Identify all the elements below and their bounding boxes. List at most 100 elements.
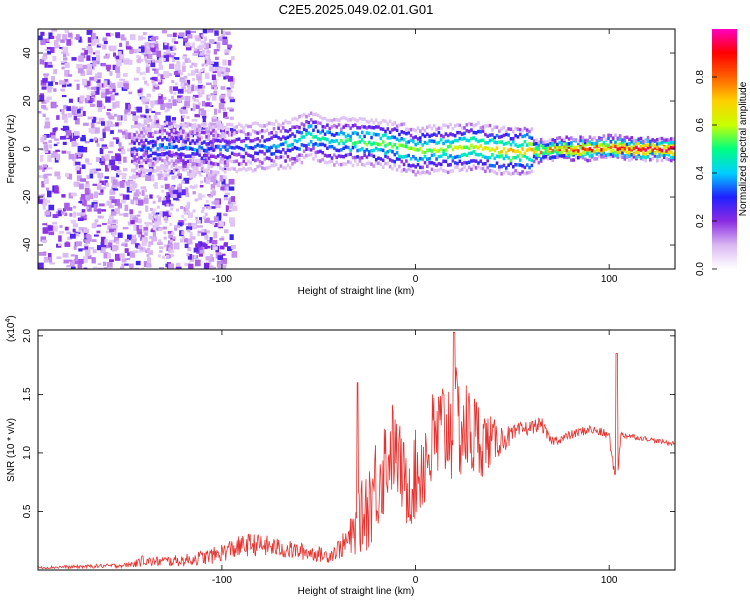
spectrogram-cell: [326, 154, 329, 158]
spectrogram-cell: [151, 132, 155, 137]
spectrogram-cell: [414, 128, 417, 133]
spectrogram-cell: [349, 118, 352, 122]
spectrogram-cell: [172, 86, 178, 91]
spectrogram-cell: [187, 163, 191, 167]
spectrogram-cell: [182, 106, 187, 110]
spectrogram-cell: [477, 146, 480, 150]
spectrogram-cell: [76, 83, 80, 90]
spectrogram-cell: [416, 126, 420, 130]
spectrogram-cell: [187, 247, 192, 252]
spectrogram-cell: [128, 59, 133, 65]
spectrogram-cell: [244, 151, 248, 156]
spectrogram-cell: [149, 125, 153, 129]
spectrogram-cell: [148, 165, 154, 172]
spectrogram-cell: [165, 165, 169, 169]
spectrogram-cell: [223, 76, 227, 80]
spectrogram-cell: [588, 150, 592, 154]
spectrogram-cell: [46, 39, 50, 42]
spectrogram-cell: [151, 59, 155, 63]
spectrogram-cell: [92, 249, 97, 254]
spectrogram-cell: [628, 141, 631, 146]
spectrogram-cell: [166, 191, 170, 197]
spectrogram-cell: [142, 175, 148, 178]
spectrogram-cell: [216, 260, 222, 268]
spectrogram-cell: [54, 185, 59, 191]
spectrogram-cell: [71, 106, 78, 110]
spectrogram-cell: [161, 177, 165, 181]
spectrogram-cell: [400, 155, 404, 159]
spectrogram-cell: [646, 143, 650, 147]
spectrogram-cell: [70, 138, 76, 142]
spectrogram-cell: [428, 148, 431, 152]
spectrogram-cell: [205, 177, 210, 185]
spectrogram-cell: [205, 134, 208, 139]
spectrogram-cell: [509, 158, 513, 163]
spectrogram-cell: [139, 72, 143, 76]
spectrogram-cell: [374, 161, 378, 165]
spectrogram-cell: [167, 255, 172, 259]
spectrogram-cell: [209, 206, 216, 209]
spectrogram-cell: [185, 205, 189, 209]
spectrogram-cell: [63, 259, 69, 264]
spectrogram-cell: [460, 167, 464, 172]
spectrogram-cell: [82, 64, 88, 69]
spectrogram-cell: [416, 170, 420, 174]
spectrogram-cell: [604, 137, 608, 142]
spectrogram-cell: [210, 165, 214, 169]
spectrogram-cell: [153, 215, 157, 219]
spectrogram-cell: [470, 159, 473, 163]
spectrogram-cell: [159, 170, 163, 174]
spectrogram-cell: [86, 29, 93, 35]
spectrogram-cell: [191, 84, 195, 92]
spectrogram-cell: [133, 133, 136, 137]
spectrogram-cell: [486, 146, 490, 151]
spectrogram-cell: [129, 47, 134, 54]
spectrogram-cell: [47, 86, 52, 93]
spectrogram-cell: [193, 255, 197, 259]
spectrogram-cell: [669, 140, 673, 145]
spectrogram-cell: [337, 123, 341, 127]
spectrogram-cell: [212, 41, 217, 44]
spectrogram-cell: [284, 119, 287, 123]
spectrogram-cell: [124, 58, 130, 62]
spectrogram-cell: [672, 157, 675, 161]
spectrogram-cell: [50, 35, 55, 39]
spectrogram-cell: [326, 137, 329, 142]
spectrogram-cell: [295, 117, 299, 122]
spectrogram-cell: [442, 141, 445, 146]
spectrogram-cell: [124, 263, 129, 266]
spectrogram-cell: [402, 144, 406, 148]
spectrogram-cell: [384, 119, 387, 123]
spectrogram-cell: [632, 155, 636, 159]
spectrogram-cell: [316, 158, 320, 163]
spectrogram-cell: [363, 125, 366, 129]
spectrogram-cell: [349, 138, 352, 142]
spectrogram-cell: [493, 125, 496, 130]
spectrogram-cell: [630, 157, 634, 161]
spectrogram-cell: [177, 131, 183, 139]
spectrogram-cell: [45, 117, 50, 121]
spectrogram-cell: [625, 142, 629, 147]
spectrogram-cell: [279, 142, 283, 147]
spectrogram-cell: [481, 154, 485, 159]
spectrogram-cell: [124, 248, 129, 253]
spectrogram-cell: [621, 147, 624, 152]
spectrogram-cell: [113, 236, 120, 241]
spectrogram-cell: [435, 149, 438, 153]
spectrogram-cell: [660, 148, 664, 153]
spectrogram-cell: [97, 263, 102, 266]
spectrogram-cell: [207, 176, 211, 180]
spectrogram-cell: [66, 265, 71, 268]
spectrogram-cell: [135, 171, 142, 178]
spectrogram-cell: [604, 153, 608, 158]
spectrogram-cell: [240, 146, 243, 151]
spectrogram-cell: [120, 199, 127, 204]
spectrogram-cell: [169, 170, 175, 175]
spectrogram-cell: [498, 135, 501, 139]
y-tick-label: 0.5: [22, 504, 33, 518]
spectrogram-cell: [217, 36, 223, 42]
spectrogram-cell: [623, 157, 627, 161]
spectrogram-cell: [669, 158, 673, 163]
spectrogram-cell: [251, 154, 255, 159]
